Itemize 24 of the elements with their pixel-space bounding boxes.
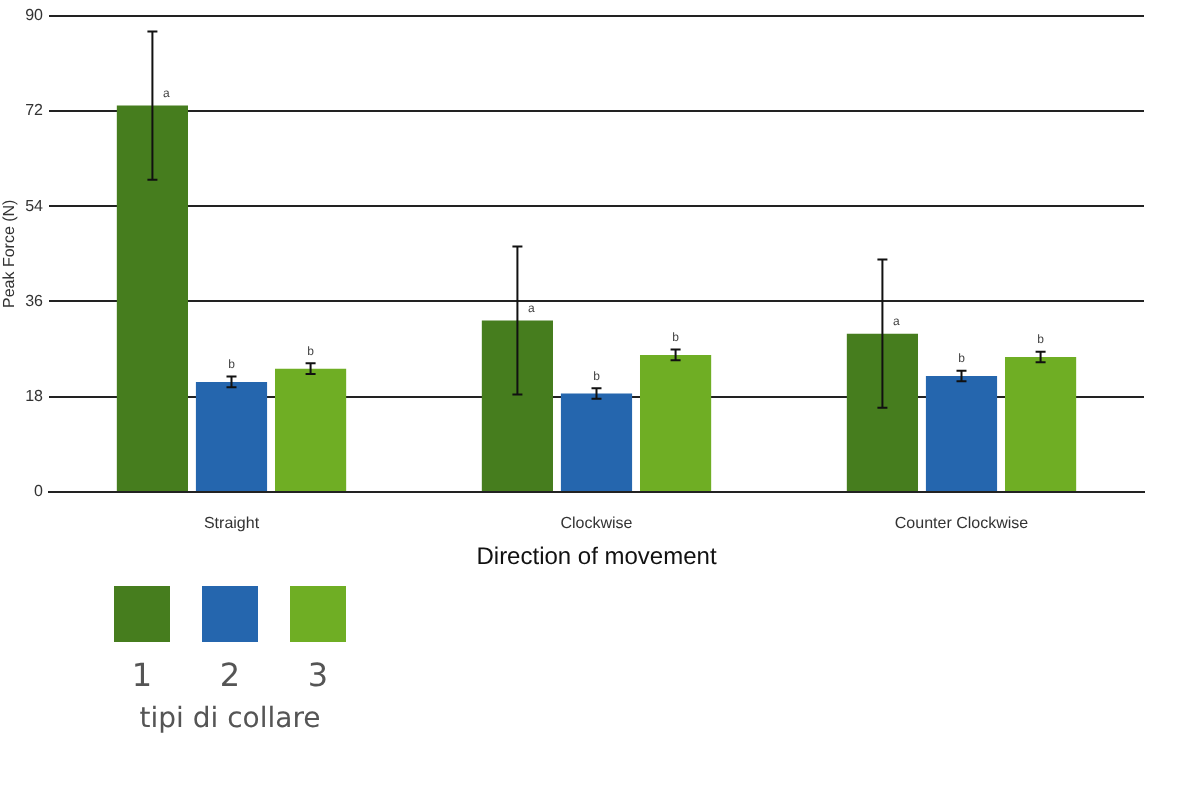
bar bbox=[560, 393, 633, 491]
y-tick-label: 36 bbox=[25, 291, 45, 310]
x-tick-label: Straight bbox=[203, 514, 261, 533]
legend-title: tipi di collare bbox=[139, 703, 321, 736]
x-tick-label: Counter Clockwise bbox=[894, 514, 1030, 533]
bar bbox=[925, 376, 998, 491]
bar bbox=[195, 381, 268, 491]
bar bbox=[274, 368, 347, 491]
y-tick-label: 18 bbox=[25, 387, 45, 406]
y-tick-label: 90 bbox=[25, 6, 45, 25]
bar bbox=[1005, 357, 1077, 491]
y-tick-label: 72 bbox=[25, 101, 45, 120]
bar bbox=[846, 333, 918, 491]
y-tick-label: 54 bbox=[25, 196, 45, 215]
y-tick-label: 0 bbox=[34, 482, 45, 501]
legend-label: 2 bbox=[219, 656, 241, 695]
legend-label: 3 bbox=[307, 656, 329, 695]
legend-label: 1 bbox=[131, 656, 153, 695]
x-tick-label: Clockwise bbox=[560, 514, 634, 533]
bar bbox=[481, 320, 553, 491]
y-axis-title: Peak Force (N) bbox=[0, 198, 19, 309]
bar bbox=[639, 354, 712, 491]
x-axis-title: Direction of movement bbox=[476, 542, 718, 571]
bar bbox=[116, 105, 188, 491]
